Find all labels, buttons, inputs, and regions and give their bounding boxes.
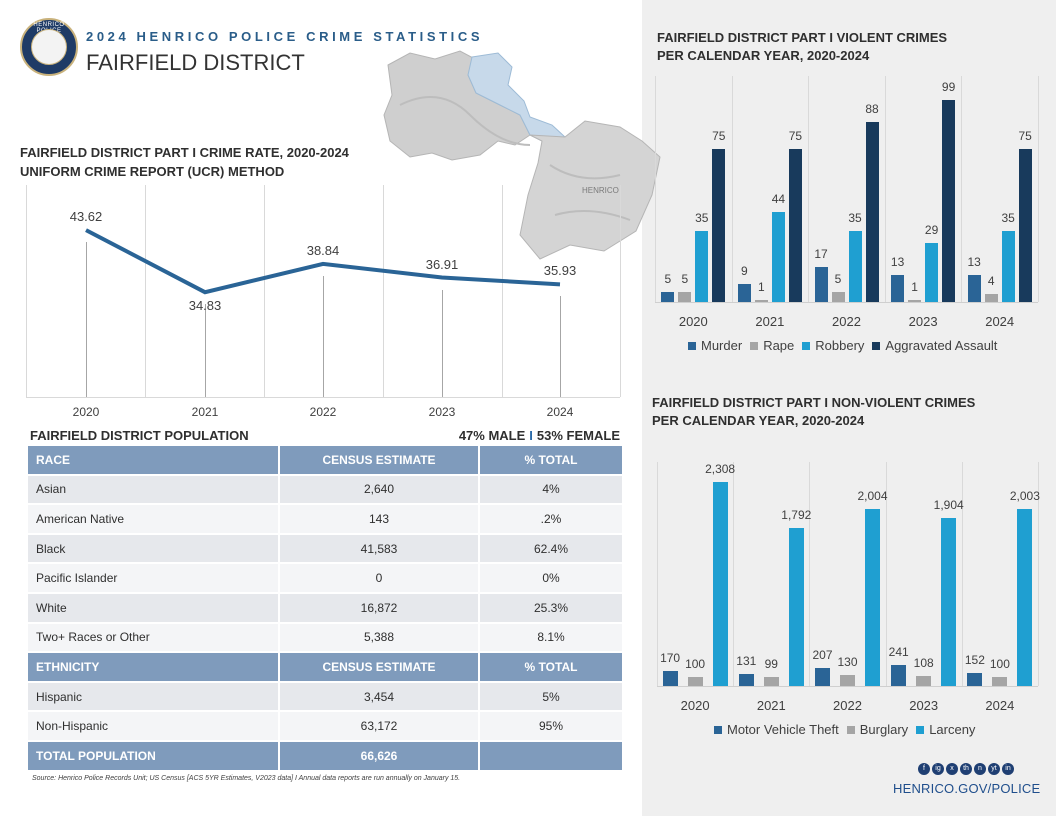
website-link[interactable]: HENRICO.GOV/POLICE (893, 781, 1041, 796)
ethnicity-row: Non-Hispanic 63,172 95% (28, 712, 622, 740)
population-title: FAIRFIELD DISTRICT POPULATION (30, 428, 249, 443)
race-row: Asian 2,640 4% (28, 475, 622, 504)
race-row: White 16,872 25.3% (28, 593, 622, 622)
race-row-cell: White (28, 593, 278, 622)
population-table: RACE CENSUS ESTIMATE% TOTAL Asian 2,640 4% Am… (28, 444, 622, 772)
rate-data-label: 35.93 (543, 263, 577, 279)
race-row-cell: 16,872 (278, 593, 478, 622)
race-row-cell: 2,640 (278, 475, 478, 504)
male-percent: 47% MALE (458, 428, 526, 443)
rate-x-tick-label: 2022 (309, 405, 337, 419)
race-row-cell: 4% (478, 475, 622, 504)
total-population-row: TOTAL POPULATION 66,626 (28, 741, 622, 770)
race-row: Pacific Islander 0 0% (28, 564, 622, 592)
nonviolent-chart-title-line1: FAIRFIELD DISTRICT PART I NON-VIOLENT CR… (652, 395, 976, 410)
race-row-cell: 0% (478, 564, 622, 592)
race-row-cell: 0 (278, 564, 478, 592)
source-note: Source: Henrico Police Records Unit; US … (32, 775, 461, 782)
social-th-icon[interactable]: th (960, 763, 972, 775)
social-ig-icon[interactable]: ig (932, 763, 944, 775)
ethnicity-row-cell: 5% (478, 682, 622, 711)
rate-data-label: 34.83 (188, 298, 222, 314)
social-in-icon[interactable]: in (1002, 763, 1014, 775)
total-population-row-cell: TOTAL POPULATION (28, 741, 278, 770)
ethnicity-row-cell: 3,454 (278, 682, 478, 711)
race-row-cell: 25.3% (478, 593, 622, 622)
drop-line (560, 296, 561, 397)
nonviolent-chart-title-line2: PER CALENDAR YEAR, 2020-2024 (652, 413, 865, 428)
ethnicity-header-row: ETHNICITY CENSUS ESTIMATE% TOTAL (28, 653, 622, 681)
ethnicity-header-row-cell: ETHNICITY (28, 653, 278, 681)
race-header-row-cell: RACE (28, 446, 278, 474)
rate-chart-title-line2: UNIFORM CRIME REPORT (UCR) METHOD (20, 164, 285, 179)
race-row: American Native 143.2% (28, 505, 622, 533)
district-title: FAIRFIELD DISTRICT (86, 50, 305, 75)
gender-split: 47% MALE I 53% FEMALE (459, 428, 620, 443)
ethnicity-row-cell: Hispanic (28, 682, 278, 711)
race-row-cell: 5,388 (278, 623, 478, 652)
social-f-icon[interactable]: f (918, 763, 930, 775)
drop-line (205, 304, 206, 397)
social-x-icon[interactable]: x (946, 763, 958, 775)
race-row-cell: American Native (28, 505, 278, 533)
race-row-cell: 62.4% (478, 534, 622, 563)
police-badge-logo: HENRICO POLICE (20, 18, 78, 76)
race-row-cell: 143 (278, 505, 478, 533)
violent-chart-title-line2: PER CALENDAR YEAR, 2020-2024 (657, 48, 870, 63)
rate-x-tick-label: 2021 (191, 405, 219, 419)
gridline (145, 185, 146, 397)
gridline (264, 185, 265, 397)
map-label: HENRICO (582, 186, 619, 195)
drop-line (442, 289, 443, 397)
rate-chart-title-line1: FAIRFIELD DISTRICT PART I CRIME RATE, 20… (20, 145, 349, 160)
ethnicity-row: Hispanic 3,454 5% (28, 682, 622, 711)
race-row-cell: Black (28, 534, 278, 563)
race-header-row-cell: CENSUS ESTIMATE (278, 446, 478, 474)
race-row-cell: .2% (478, 505, 622, 533)
social-yt-icon[interactable]: yt (988, 763, 1000, 775)
rate-data-label: 43.62 (69, 209, 103, 225)
race-row-cell: 41,583 (278, 534, 478, 563)
total-population-row-cell (478, 741, 622, 770)
ethnicity-row-cell: 63,172 (278, 712, 478, 740)
ethnicity-header-row-cell: % TOTAL (478, 653, 622, 681)
female-percent: 53% FEMALE (536, 428, 620, 443)
race-row: Two+ Races or Other 5,388 8.1% (28, 623, 622, 652)
race-header-row-cell: % TOTAL (478, 446, 622, 474)
rate-data-label: 38.84 (306, 242, 340, 258)
rate-x-tick-label: 2024 (546, 405, 574, 419)
race-row: Black 41,583 62.4% (28, 534, 622, 563)
ethnicity-row-cell: Non-Hispanic (28, 712, 278, 740)
x-axis (26, 397, 620, 398)
race-row-cell: Pacific Islander (28, 564, 278, 592)
drop-line (323, 275, 324, 397)
gender-separator: I (529, 428, 533, 443)
drop-line (86, 242, 87, 397)
total-population-row-cell: 66,626 (278, 741, 478, 770)
social-icons: f ig x th n yt in (918, 763, 1016, 775)
report-kicker: 2024 HENRICO POLICE CRIME STATISTICS (86, 29, 484, 44)
ethnicity-row-cell: 95% (478, 712, 622, 740)
race-row-cell: Two+ Races or Other (28, 623, 278, 652)
rate-x-tick-label: 2023 (428, 405, 456, 419)
violent-chart-title-line1: FAIRFIELD DISTRICT PART I VIOLENT CRIMES (657, 30, 948, 45)
ethnicity-header-row-cell: CENSUS ESTIMATE (278, 653, 478, 681)
rate-x-tick-label: 2020 (72, 405, 100, 419)
race-row-cell: Asian (28, 475, 278, 504)
social-n-icon[interactable]: n (974, 763, 986, 775)
race-header-row: RACE CENSUS ESTIMATE% TOTAL (28, 446, 622, 474)
race-row-cell: 8.1% (478, 623, 622, 652)
henrico-district-map: HENRICO (383, 50, 661, 260)
gridline (26, 185, 27, 397)
